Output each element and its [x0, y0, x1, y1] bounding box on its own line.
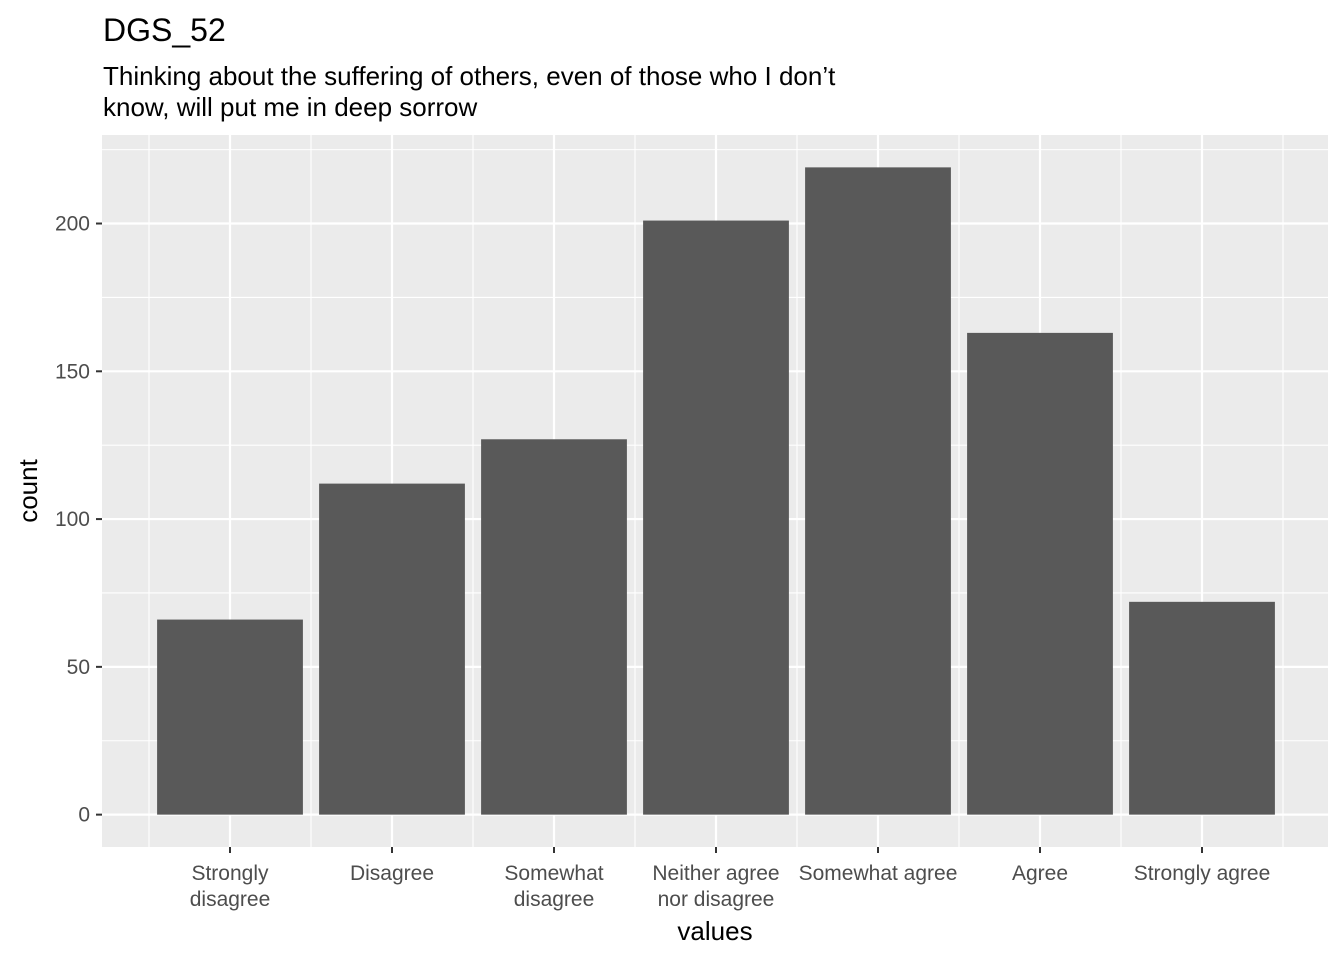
bar-3 — [643, 220, 789, 815]
x-tick-label: Neither agree nor disagree — [652, 862, 779, 911]
chart-subtitle-line-2: know, will put me in deep sorrow — [103, 92, 478, 122]
bar-6 — [1129, 601, 1275, 815]
bars — [157, 167, 1275, 815]
x-axis-label: values — [677, 916, 752, 946]
y-tick-label: 100 — [55, 508, 90, 531]
x-tick-label: Disagree — [350, 862, 434, 885]
y-tick-label: 150 — [55, 360, 90, 383]
bar-1 — [319, 483, 465, 815]
y-axis-label: count — [13, 458, 43, 522]
bar-5 — [967, 332, 1113, 815]
chart-subtitle-line-1: Thinking about the suffering of others, … — [103, 61, 836, 91]
bar-4 — [805, 167, 951, 815]
x-tick-label: Strongly disagree — [190, 862, 271, 911]
x-tick-label: Somewhat agree — [799, 862, 958, 885]
y-tick-label: 200 — [55, 213, 90, 236]
chart-title: DGS_52 — [103, 12, 226, 48]
x-tick-label: Agree — [1012, 862, 1068, 885]
bar-0 — [157, 619, 303, 815]
bar-2 — [481, 439, 627, 815]
y-tick-label: 0 — [78, 804, 90, 827]
x-tick-label: Strongly agree — [1134, 862, 1271, 885]
x-axis: Strongly disagree Disagree Somewhat disagree… — [190, 847, 1271, 911]
y-tick-label: 50 — [67, 656, 90, 679]
y-axis: 0 50 100 150 200 — [55, 213, 102, 827]
x-tick-label: Somewhat disagree — [504, 862, 603, 911]
